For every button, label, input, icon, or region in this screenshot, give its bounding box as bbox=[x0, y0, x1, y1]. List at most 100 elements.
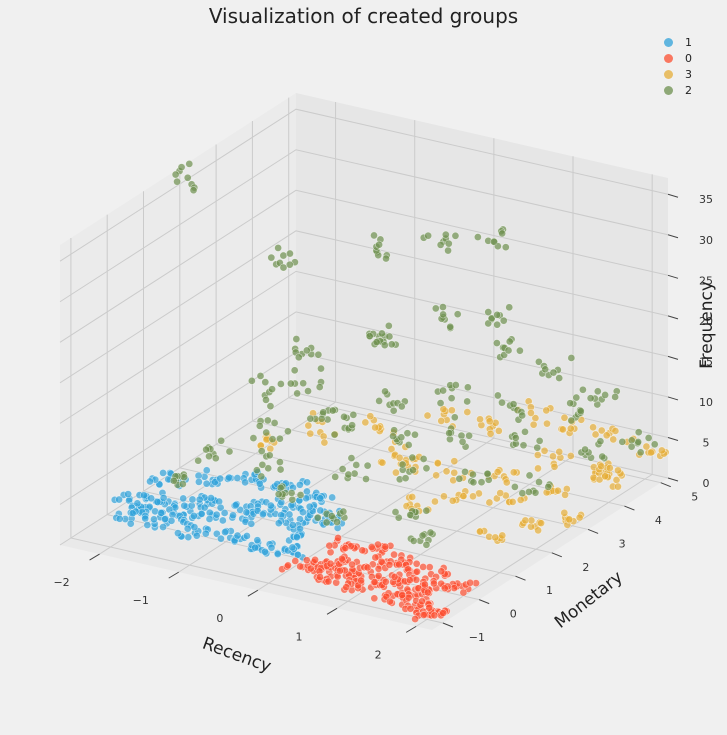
data-point bbox=[589, 423, 597, 432]
data-point bbox=[161, 515, 169, 524]
data-point bbox=[534, 357, 543, 366]
data-point bbox=[185, 159, 194, 168]
data-point bbox=[533, 443, 542, 452]
data-point bbox=[157, 509, 166, 517]
data-point bbox=[334, 534, 342, 542]
data-point bbox=[147, 494, 156, 503]
data-point bbox=[216, 503, 225, 512]
data-point bbox=[453, 310, 462, 319]
data-point bbox=[509, 400, 518, 409]
y-tick-label: −1 bbox=[469, 631, 485, 644]
z-tick-label: 20 bbox=[699, 315, 713, 328]
data-point bbox=[375, 240, 383, 249]
data-point bbox=[440, 492, 448, 501]
y-tick-mark bbox=[479, 599, 490, 605]
data-point bbox=[611, 427, 620, 435]
data-point bbox=[576, 407, 585, 416]
data-point bbox=[572, 393, 581, 402]
data-point bbox=[494, 426, 503, 435]
back-pane bbox=[296, 93, 668, 478]
data-point bbox=[284, 561, 292, 570]
data-point bbox=[349, 410, 358, 419]
data-point bbox=[441, 230, 450, 239]
data-point bbox=[274, 490, 283, 499]
data-point bbox=[328, 493, 337, 502]
data-point bbox=[375, 396, 384, 405]
data-point bbox=[510, 482, 519, 491]
data-point bbox=[593, 387, 602, 396]
data-point bbox=[426, 528, 435, 537]
data-point bbox=[476, 415, 484, 424]
gridline-z bbox=[59, 108, 669, 262]
data-point bbox=[437, 416, 446, 425]
data-point bbox=[298, 508, 307, 517]
z-tick-mark bbox=[667, 396, 679, 401]
data-point bbox=[217, 436, 226, 445]
data-point bbox=[421, 580, 429, 589]
data-point bbox=[422, 506, 431, 515]
data-point bbox=[124, 490, 133, 499]
data-point bbox=[141, 514, 150, 523]
gridline-z bbox=[59, 270, 669, 424]
data-point bbox=[357, 576, 365, 585]
z-axis-label: Frequency bbox=[697, 281, 717, 369]
data-point bbox=[542, 406, 551, 415]
data-point bbox=[390, 550, 398, 559]
data-point bbox=[202, 445, 211, 454]
data-point bbox=[212, 510, 221, 519]
data-point bbox=[286, 249, 294, 258]
data-point bbox=[519, 441, 528, 450]
data-point bbox=[505, 303, 514, 312]
data-point bbox=[216, 474, 225, 483]
data-point bbox=[287, 489, 296, 497]
data-point bbox=[305, 502, 314, 511]
y-tick-mark bbox=[551, 552, 563, 558]
data-point bbox=[167, 516, 176, 525]
data-point bbox=[605, 464, 614, 472]
data-point bbox=[266, 402, 275, 411]
data-point bbox=[537, 519, 545, 528]
y-axis-label: Monetary bbox=[551, 567, 627, 632]
data-point bbox=[128, 509, 137, 518]
data-point bbox=[315, 383, 324, 392]
data-point bbox=[296, 562, 305, 571]
data-point bbox=[486, 429, 495, 438]
data-point bbox=[366, 412, 375, 421]
data-point bbox=[543, 419, 551, 428]
legend-label: 3 bbox=[685, 67, 692, 81]
data-point bbox=[195, 495, 204, 504]
data-point bbox=[535, 436, 544, 445]
data-point bbox=[430, 611, 439, 620]
data-point bbox=[485, 498, 494, 507]
data-point bbox=[446, 322, 455, 331]
z-tick-mark bbox=[667, 274, 679, 279]
data-point bbox=[647, 448, 655, 457]
data-point bbox=[189, 511, 198, 520]
data-point bbox=[317, 414, 326, 423]
data-point bbox=[290, 366, 299, 375]
data-point bbox=[413, 567, 421, 576]
data-point bbox=[205, 452, 213, 461]
data-point bbox=[408, 493, 417, 501]
data-point bbox=[644, 434, 653, 442]
data-point bbox=[601, 391, 610, 399]
data-point bbox=[586, 394, 595, 403]
data-point bbox=[322, 518, 331, 527]
x-tick-mark bbox=[168, 571, 179, 579]
data-point bbox=[370, 578, 379, 586]
data-point bbox=[288, 521, 297, 529]
data-point bbox=[540, 446, 549, 455]
x-tick-mark bbox=[405, 625, 417, 633]
data-point bbox=[218, 516, 227, 525]
data-point bbox=[465, 431, 474, 440]
data-point bbox=[339, 507, 348, 516]
data-point bbox=[327, 512, 336, 520]
data-point bbox=[340, 412, 348, 421]
data-point bbox=[330, 430, 339, 439]
data-point bbox=[292, 533, 301, 542]
data-point bbox=[284, 427, 292, 436]
data-point bbox=[451, 381, 460, 389]
data-point bbox=[423, 588, 432, 597]
data-point bbox=[221, 528, 229, 537]
